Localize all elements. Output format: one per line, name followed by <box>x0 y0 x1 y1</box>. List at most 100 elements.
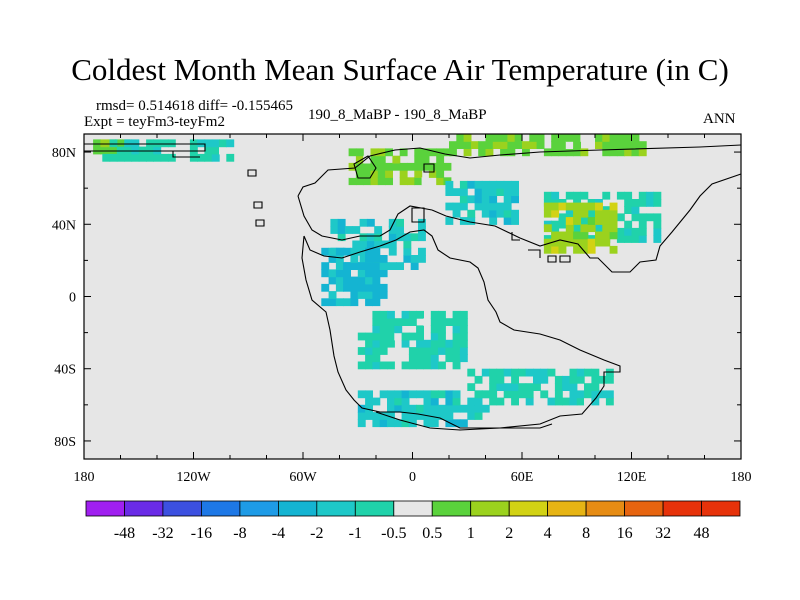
field-cell <box>403 255 412 263</box>
field-cell <box>385 162 393 171</box>
field-cell <box>365 269 373 278</box>
field-cell <box>481 390 490 399</box>
field-cell <box>489 397 498 406</box>
colorbar-label-2: -16 <box>191 525 212 542</box>
field-region-gondwana-cyan <box>357 310 468 370</box>
field-cell <box>211 139 220 148</box>
field-cell <box>388 226 397 234</box>
field-cell <box>357 283 366 292</box>
field-cell <box>456 134 465 142</box>
field-cell <box>569 390 578 399</box>
field-cell <box>481 209 490 218</box>
field-cell <box>467 397 476 406</box>
field-cell <box>115 139 123 148</box>
field-cell <box>357 262 366 270</box>
field-cell <box>598 375 607 384</box>
field-cell <box>365 412 373 420</box>
field-cell <box>459 347 468 355</box>
field-cell <box>328 291 337 299</box>
field-cell <box>565 134 574 142</box>
field-cell <box>374 262 383 270</box>
field-cell <box>595 209 603 218</box>
field-cell <box>576 375 585 384</box>
field-cell <box>388 218 397 227</box>
field-cell <box>459 180 468 189</box>
field-cell <box>580 134 589 142</box>
field-cell <box>423 361 432 370</box>
field-cell <box>511 390 519 399</box>
field-cell <box>410 233 419 242</box>
field-cell <box>445 217 454 225</box>
field-cell <box>372 255 381 263</box>
field-cell <box>401 419 410 428</box>
field-cell <box>211 146 220 155</box>
field-cell <box>511 209 519 218</box>
field-cell <box>350 298 359 307</box>
field-cell <box>372 412 381 420</box>
field-cell <box>511 368 519 377</box>
field-cell <box>569 383 578 391</box>
field-cell <box>372 269 381 278</box>
field-cell <box>421 155 430 164</box>
colorbar-box-10 <box>470 500 510 517</box>
field-cell <box>449 148 457 157</box>
field-cell <box>403 233 412 242</box>
field-cell <box>430 325 439 334</box>
field-cell <box>365 318 373 326</box>
field-cell <box>408 412 417 420</box>
continent-outline <box>84 143 742 431</box>
field-cell <box>348 148 357 157</box>
colorbar-box-4 <box>239 500 279 517</box>
field-cell <box>467 195 476 204</box>
field-cell <box>478 141 487 149</box>
field-cell <box>595 141 603 149</box>
coast-asia-east <box>431 173 742 273</box>
field-cell <box>408 347 417 355</box>
colorbar-box-16 <box>701 500 741 517</box>
x-tick-label-5: 120E <box>617 470 647 485</box>
field-cell <box>489 195 498 204</box>
field-cell <box>547 397 556 406</box>
field-cell <box>514 134 523 142</box>
field-cell <box>452 397 461 406</box>
field-cell <box>452 188 461 196</box>
field-cell <box>408 361 417 370</box>
field-cell <box>518 390 527 399</box>
field-cell <box>219 139 227 148</box>
field-cell <box>602 134 611 142</box>
colorbar-label-9: 1 <box>467 525 475 542</box>
field-cell <box>372 325 381 334</box>
field-cell <box>463 134 472 142</box>
field-cell <box>423 339 432 348</box>
field-cell <box>474 180 483 189</box>
field-cell <box>503 209 512 218</box>
field-cell <box>352 240 361 249</box>
field-cell <box>459 354 468 363</box>
y-tick-label-4: 80S <box>54 435 76 450</box>
field-cell <box>430 397 439 406</box>
field-cell <box>638 227 647 236</box>
field-cell <box>573 148 581 157</box>
field-cell <box>459 188 468 196</box>
field-cell <box>459 332 468 341</box>
field-cell <box>379 291 388 299</box>
field-cell <box>403 240 412 249</box>
field-cell <box>653 227 662 236</box>
field-cell <box>489 188 498 196</box>
field-cell <box>503 202 512 211</box>
field-cell <box>467 368 476 377</box>
field-cell <box>525 383 534 391</box>
field-cell <box>602 141 611 149</box>
field-cell <box>399 170 408 178</box>
coast-island-3 <box>255 219 265 227</box>
colorbar-label-4: -4 <box>272 525 285 542</box>
field-cell <box>595 231 603 240</box>
field-cell <box>423 318 432 326</box>
field-cell <box>394 404 403 413</box>
chart-title: Coldest Month Mean Surface Air Temperatu… <box>71 52 729 87</box>
colorbar-label-0: -48 <box>114 525 135 542</box>
field-cell <box>474 397 483 406</box>
colorbar-box-5 <box>277 500 318 517</box>
field-cell <box>357 361 366 370</box>
field-cell <box>372 298 381 307</box>
